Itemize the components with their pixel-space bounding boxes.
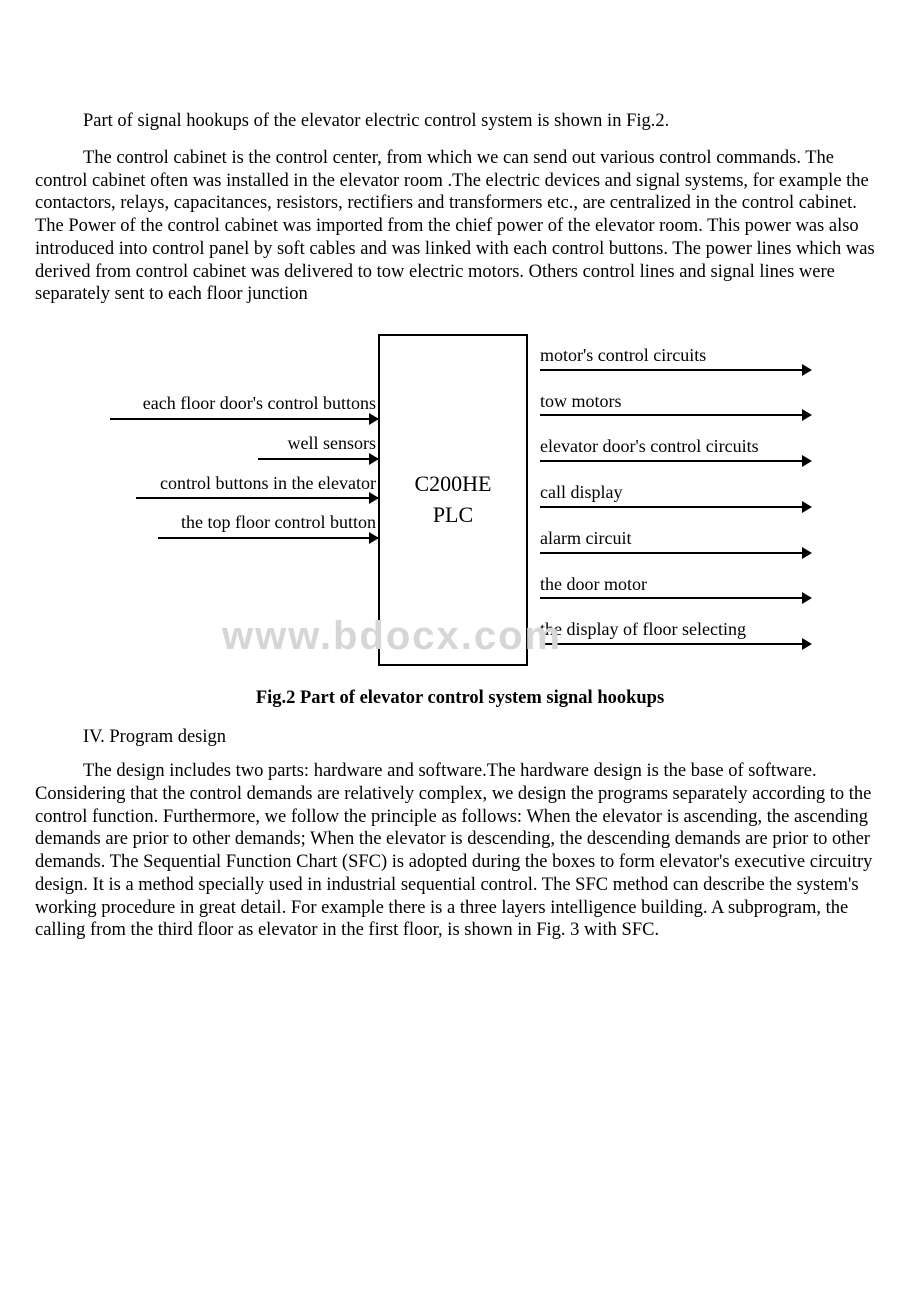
output-signal-label: the door motor [540, 575, 810, 595]
input-signal-label: the top floor control button [110, 513, 378, 533]
arrow-right-icon [540, 594, 810, 608]
diagram-output-signal: motor's control circuits [540, 346, 810, 380]
diagram-input-signal: each floor door's control buttons [110, 394, 378, 430]
signal-hookup-diagram: each floor door's control buttons well se… [110, 334, 810, 666]
arrow-right-icon [540, 640, 810, 654]
intro-paragraph-2: The control cabinet is the control cente… [35, 147, 885, 306]
diagram-plc-box: C200HE PLC [378, 334, 528, 666]
arrow-right-icon [540, 549, 810, 563]
diagram-outputs-column: motor's control circuits tow motors elevat… [528, 334, 810, 666]
section-heading: IV. Program design [35, 727, 885, 748]
arrow-right-icon [110, 414, 378, 430]
diagram-output-signal: the display of floor selecting [540, 620, 810, 654]
input-signal-label: control buttons in the elevator [110, 474, 378, 494]
input-signal-label: each floor door's control buttons [110, 394, 378, 414]
body-paragraph-3: The design includes two parts: hardware … [35, 760, 885, 942]
plc-line-2: PLC [433, 500, 473, 531]
output-signal-label: tow motors [540, 392, 810, 412]
intro-paragraph-1: Part of signal hookups of the elevator e… [35, 110, 885, 133]
figure-caption: Fig.2 Part of elevator control system si… [35, 688, 885, 709]
plc-line-1: C200HE [415, 469, 492, 500]
output-signal-label: the display of floor selecting [540, 620, 810, 640]
diagram-output-signal: alarm circuit [540, 529, 810, 563]
arrow-right-icon [540, 457, 810, 471]
arrow-right-icon [110, 493, 378, 509]
arrow-right-icon [540, 366, 810, 380]
diagram-inputs-column: each floor door's control buttons well se… [110, 334, 378, 666]
diagram-input-signal: the top floor control button [110, 513, 378, 549]
output-signal-label: alarm circuit [540, 529, 810, 549]
input-signal-label: well sensors [110, 434, 378, 454]
arrow-right-icon [540, 503, 810, 517]
output-signal-label: motor's control circuits [540, 346, 810, 366]
output-signal-label: elevator door's control circuits [540, 437, 810, 457]
diagram-output-signal: call display [540, 483, 810, 517]
diagram-input-signal: well sensors [110, 434, 378, 470]
output-signal-label: call display [540, 483, 810, 503]
diagram-output-signal: elevator door's control circuits [540, 437, 810, 471]
diagram-output-signal: tow motors [540, 392, 810, 426]
arrow-right-icon [540, 411, 810, 425]
diagram-output-signal: the door motor [540, 575, 810, 609]
arrow-right-icon [110, 533, 378, 549]
diagram-input-signal: control buttons in the elevator [110, 474, 378, 510]
arrow-right-icon [110, 454, 378, 470]
